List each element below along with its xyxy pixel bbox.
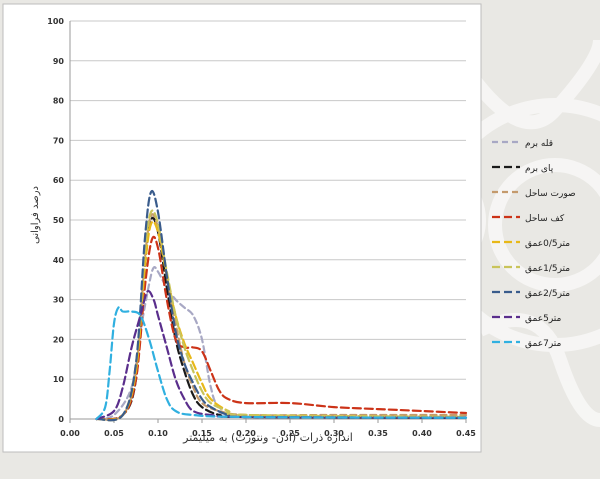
x-tick-label: 0.30 bbox=[324, 429, 344, 438]
chart-frame bbox=[2, 3, 482, 453]
series-line-9 bbox=[95, 306, 468, 421]
y-tick-label: 70 bbox=[53, 136, 65, 145]
legend-label: صورت ساحل bbox=[525, 189, 576, 199]
y-tick-label: 40 bbox=[53, 256, 65, 265]
x-tick-label: 0.20 bbox=[236, 429, 256, 438]
x-tick-label: 0.35 bbox=[368, 429, 388, 438]
y-tick-label: 60 bbox=[53, 176, 65, 185]
y-tick-label: 90 bbox=[53, 57, 65, 66]
legend-label: متر1/5عمق bbox=[525, 264, 570, 274]
legend-label: کف ساحل bbox=[525, 214, 565, 224]
x-axis-label: اندازه ذرات (ادن- ونتورث) به میلیمتر bbox=[182, 431, 353, 444]
x-tick-label: 0.05 bbox=[104, 429, 124, 438]
x-tick-label: 0.10 bbox=[148, 429, 168, 438]
legend-label: متر0/5عمق bbox=[525, 239, 570, 249]
legend: قله برم پای برم صورت ساحل کف ساحل متر0/5عمق م… bbox=[492, 139, 576, 349]
y-axis-label: درصد فراوانی bbox=[30, 186, 41, 244]
x-tick-label: 0.25 bbox=[280, 429, 300, 438]
y-tick-label: 30 bbox=[53, 296, 65, 305]
x-tick-label: 0.15 bbox=[192, 429, 212, 438]
legend-label: متر7عمق bbox=[525, 339, 562, 349]
series-lines bbox=[95, 189, 468, 422]
x-tick-label: 0.40 bbox=[412, 429, 432, 438]
x-tick-labels: 0.00 0.05 0.10 0.15 0.20 0.25 0.30 0.35 0.40 0.45 bbox=[60, 429, 476, 438]
x-tick-label: 0.00 bbox=[60, 429, 80, 438]
legend-label: متر5عمق bbox=[525, 314, 562, 324]
y-tick-labels: 0 10 20 30 40 50 60 70 80 90 100 bbox=[47, 17, 64, 424]
gridlines bbox=[69, 20, 467, 423]
y-tick-label: 50 bbox=[53, 216, 65, 225]
x-tick-label: 0.45 bbox=[456, 429, 476, 438]
series-line-4 bbox=[95, 235, 468, 421]
legend-label: قله برم bbox=[525, 139, 553, 149]
y-tick-label: 20 bbox=[53, 335, 65, 344]
legend-label: متر2/5عمق bbox=[525, 289, 570, 299]
y-tick-label: 80 bbox=[53, 97, 65, 106]
y-tick-label: 0 bbox=[58, 415, 64, 424]
y-tick-label: 100 bbox=[47, 17, 64, 26]
y-tick-label: 10 bbox=[53, 375, 65, 384]
legend-label: پای برم bbox=[525, 164, 554, 174]
